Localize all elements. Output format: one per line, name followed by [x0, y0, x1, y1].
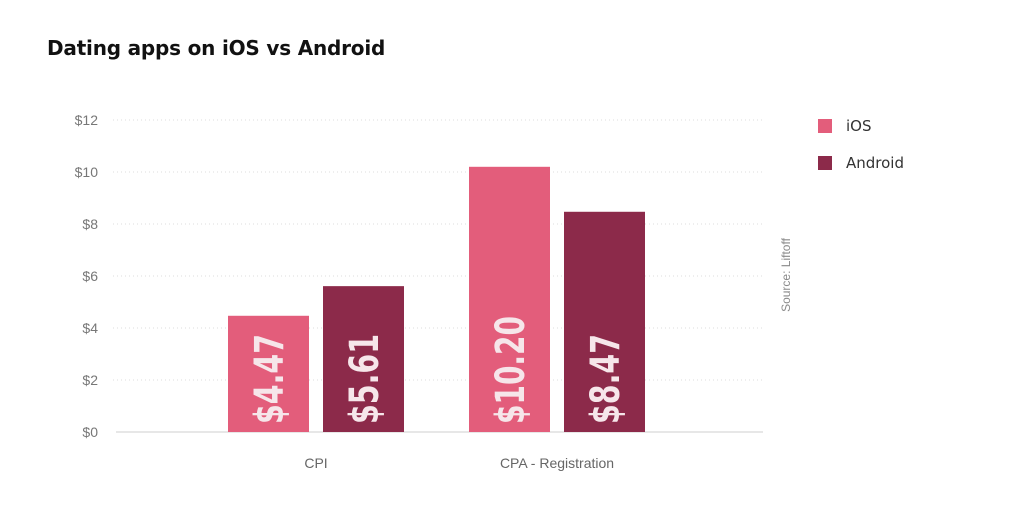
y-tick-label: $0 [82, 424, 98, 440]
bar-android-cpa [564, 211, 645, 432]
legend-item-android: Android [818, 153, 904, 173]
x-axis-categories: CPI CPA - Registration [304, 455, 614, 471]
legend-label-android: Android [846, 154, 904, 172]
bar-value-label: $8.47 [583, 334, 629, 424]
y-tick-label: $8 [82, 216, 98, 232]
legend-swatch-ios [818, 119, 832, 133]
legend-item-ios: iOS [818, 116, 904, 136]
grid-lines [113, 119, 763, 433]
source-note: Source: Liftoff [779, 238, 793, 312]
y-tick-label: $12 [75, 112, 99, 128]
bar-ios-cpi [228, 315, 309, 432]
y-tick-label: $6 [82, 268, 98, 284]
legend-swatch-android [818, 156, 832, 170]
y-tick-label: $2 [82, 372, 98, 388]
bars: $4.47 $5.61 $10.20 $8.47 [228, 166, 645, 433]
chart-title: Dating apps on iOS vs Android [47, 36, 386, 60]
bar-value-label: $5.61 [342, 334, 388, 424]
legend: iOS Android [818, 116, 904, 190]
y-axis-ticks: $0 $2 $4 $6 $8 $10 $12 [75, 112, 99, 440]
bar-ios-cpa [469, 166, 550, 433]
legend-label-ios: iOS [846, 117, 872, 135]
x-category-label: CPA - Registration [500, 455, 614, 471]
y-tick-label: $10 [75, 164, 99, 180]
bar-android-cpi [323, 286, 404, 432]
x-category-label: CPI [304, 455, 327, 471]
bar-value-label: $10.20 [488, 316, 534, 424]
bar-value-label: $4.47 [247, 334, 293, 424]
y-tick-label: $4 [82, 320, 98, 336]
